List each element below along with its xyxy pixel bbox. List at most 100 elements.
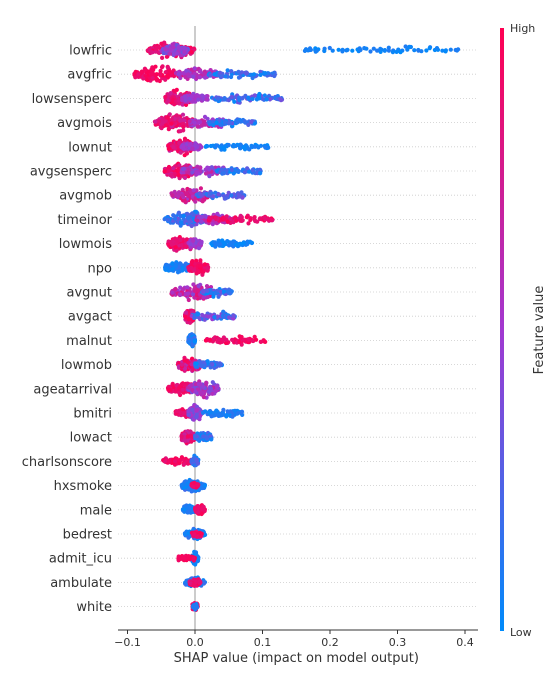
- shap-point: [182, 50, 186, 54]
- shap-point: [279, 98, 283, 102]
- shap-point: [179, 434, 183, 438]
- shap-point: [174, 264, 178, 268]
- shap-point: [210, 392, 214, 396]
- shap-point: [170, 193, 174, 197]
- shap-point: [217, 192, 221, 196]
- shap-point: [193, 390, 197, 394]
- shap-point: [195, 458, 199, 462]
- shap-point: [169, 70, 173, 74]
- shap-point: [229, 69, 233, 73]
- shap-point: [247, 338, 251, 342]
- shap-point: [199, 391, 203, 395]
- shap-point: [221, 408, 225, 412]
- shap-point: [204, 338, 208, 342]
- shap-point: [164, 115, 168, 119]
- shap-point: [195, 312, 199, 316]
- shap-point: [148, 48, 152, 52]
- shap-point: [143, 68, 147, 72]
- shap-point: [213, 216, 217, 220]
- shap-point: [136, 72, 140, 76]
- shap-point: [243, 94, 247, 98]
- shap-point: [218, 145, 222, 149]
- feature-points-npo: [163, 258, 210, 277]
- feature-points-charlsonscore: [161, 454, 200, 468]
- shap-point: [234, 243, 238, 247]
- shap-point: [188, 143, 192, 147]
- shap-point: [158, 73, 162, 77]
- shap-point: [251, 168, 255, 172]
- shap-point: [178, 292, 182, 296]
- shap-point: [160, 56, 164, 60]
- shap-point: [211, 380, 215, 384]
- shap-point: [159, 42, 163, 46]
- feature-points-bedrest: [183, 527, 207, 541]
- feature-points-avgmois: [153, 112, 257, 133]
- shap-point: [340, 49, 344, 53]
- shap-point: [151, 68, 155, 72]
- shap-point: [163, 78, 167, 82]
- shap-point: [171, 145, 175, 149]
- shap-point: [227, 98, 231, 102]
- shap-point: [195, 219, 199, 223]
- shap-point: [198, 264, 202, 268]
- shap-point: [252, 72, 256, 76]
- shap-point: [210, 165, 214, 169]
- shap-point: [193, 434, 197, 438]
- shap-point: [256, 145, 260, 149]
- shap-point: [229, 241, 233, 245]
- shap-point: [163, 95, 167, 99]
- shap-point: [232, 314, 236, 318]
- shap-point: [249, 120, 253, 124]
- shap-point: [227, 143, 231, 147]
- shap-point: [186, 462, 190, 466]
- shap-point: [222, 217, 226, 221]
- shap-point: [176, 72, 180, 76]
- shap-point: [173, 190, 177, 194]
- shap-point: [230, 95, 234, 99]
- shap-point: [306, 48, 310, 52]
- shap-point: [164, 70, 168, 74]
- shap-point: [217, 337, 221, 341]
- shap-point: [364, 47, 368, 51]
- shap-point: [181, 388, 185, 392]
- shap-point: [214, 291, 218, 295]
- shap-point: [243, 170, 247, 174]
- shap-point: [262, 215, 266, 219]
- shap-point: [428, 46, 432, 50]
- shap-point: [168, 112, 172, 116]
- shap-point: [170, 291, 174, 295]
- shap-point: [204, 381, 208, 385]
- shap-point: [169, 173, 173, 177]
- shap-point: [198, 192, 202, 196]
- shap-point: [167, 52, 171, 56]
- shap-point: [224, 196, 228, 200]
- shap-point: [201, 385, 205, 389]
- feature-points-male: [181, 503, 207, 516]
- shap-point: [167, 165, 171, 169]
- shap-point: [230, 168, 234, 172]
- shap-point: [182, 507, 186, 511]
- shap-point: [207, 410, 211, 414]
- shap-point: [328, 46, 332, 50]
- shap-point: [169, 91, 173, 95]
- shap-point: [220, 238, 224, 242]
- shap-point: [257, 92, 261, 96]
- shap-point: [184, 69, 188, 73]
- shap-point: [238, 219, 242, 223]
- shap-point: [234, 219, 238, 223]
- feature-rows: [118, 50, 478, 607]
- shap-point: [199, 186, 203, 190]
- shap-point: [202, 395, 206, 399]
- shap-point: [194, 408, 198, 412]
- shap-point: [208, 73, 212, 77]
- shap-point: [272, 74, 276, 78]
- shap-point: [195, 165, 199, 169]
- shap-point: [186, 435, 190, 439]
- shap-point: [186, 291, 190, 295]
- shap-point: [205, 266, 209, 270]
- feature-points-lownut: [166, 137, 270, 158]
- shap-point: [217, 239, 221, 243]
- shap-point: [239, 214, 243, 218]
- shap-point: [166, 143, 170, 147]
- shap-point: [259, 73, 263, 77]
